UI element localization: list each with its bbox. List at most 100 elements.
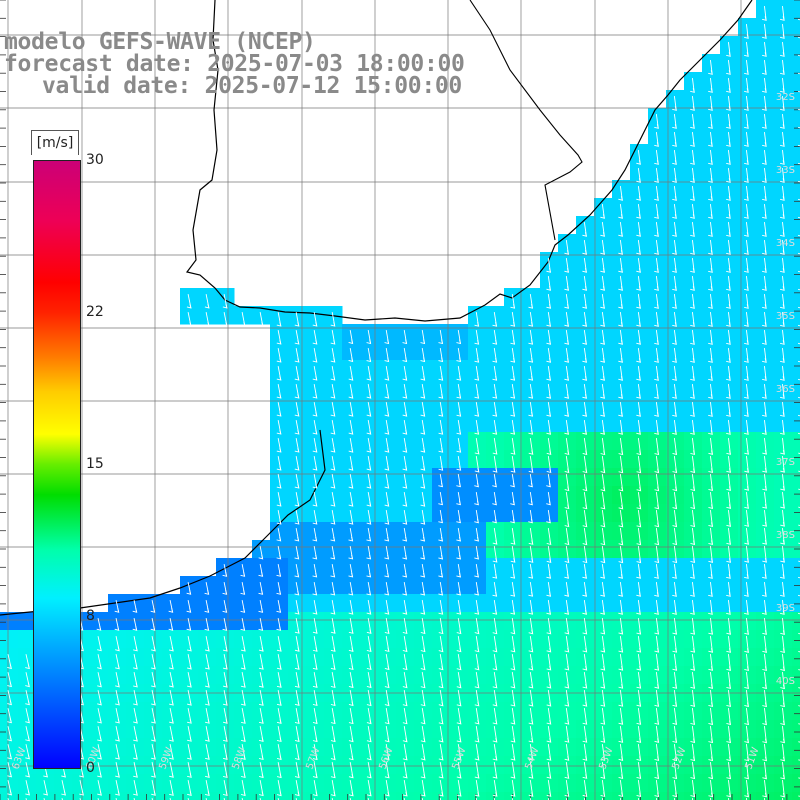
wind-cell bbox=[792, 180, 800, 199]
wind-arrow bbox=[654, 672, 660, 689]
wind-arrow bbox=[186, 618, 192, 631]
wind-arrow bbox=[690, 636, 696, 653]
wind-arrow bbox=[672, 312, 677, 327]
wind-arrow bbox=[420, 636, 426, 653]
wind-arrow bbox=[744, 653, 750, 671]
wind-arrow bbox=[438, 582, 444, 596]
wind-arrow bbox=[492, 330, 498, 345]
wind-arrow bbox=[186, 294, 192, 309]
wind-cell bbox=[288, 594, 307, 613]
wind-arrow bbox=[780, 167, 785, 183]
wind-arrows bbox=[7, 5, 800, 800]
wind-cell bbox=[378, 324, 397, 343]
wind-cell bbox=[432, 630, 451, 649]
wind-cell bbox=[432, 324, 451, 343]
wind-arrow bbox=[456, 366, 462, 381]
wind-arrow bbox=[582, 654, 588, 671]
wind-cell bbox=[594, 432, 613, 451]
wind-cell bbox=[108, 702, 127, 721]
wind-arrow bbox=[744, 779, 750, 798]
wind-arrow bbox=[690, 744, 696, 762]
wind-arrow bbox=[312, 582, 318, 596]
wind-arrow bbox=[564, 492, 570, 510]
wind-arrow bbox=[366, 330, 372, 345]
wind-arrow bbox=[780, 203, 785, 219]
wind-cell bbox=[792, 630, 800, 649]
wind-arrow bbox=[510, 528, 516, 545]
wind-cell bbox=[504, 756, 523, 775]
wind-cell bbox=[342, 504, 361, 523]
wind-arrow bbox=[726, 239, 731, 255]
wind-arrow bbox=[366, 420, 372, 435]
wind-cell bbox=[126, 720, 145, 739]
wind-arrow bbox=[474, 690, 480, 707]
wind-cell bbox=[360, 450, 379, 469]
wind-arrow bbox=[546, 330, 552, 345]
wind-cell bbox=[522, 396, 541, 415]
wind-cell bbox=[414, 378, 433, 397]
wind-cell bbox=[342, 342, 361, 361]
wind-arrow bbox=[366, 618, 372, 634]
wind-arrow bbox=[222, 654, 228, 670]
wind-cell bbox=[540, 306, 559, 325]
wind-arrow bbox=[97, 654, 102, 670]
wind-cell bbox=[396, 558, 415, 577]
wind-arrow bbox=[312, 384, 318, 399]
wind-arrow bbox=[690, 456, 696, 474]
wind-arrow bbox=[330, 654, 336, 670]
wind-cell bbox=[522, 324, 541, 343]
wind-arrow bbox=[294, 600, 300, 615]
wind-arrow bbox=[438, 762, 444, 779]
wind-cell bbox=[324, 720, 343, 739]
wind-arrow bbox=[546, 366, 552, 381]
lat-label: 34S bbox=[776, 238, 795, 249]
wind-arrow bbox=[402, 438, 408, 453]
wind-arrow bbox=[690, 690, 696, 707]
wind-cell bbox=[468, 648, 487, 667]
wind-cell bbox=[162, 594, 181, 613]
wind-cell bbox=[378, 666, 397, 685]
wind-cell bbox=[792, 342, 800, 361]
wind-arrow bbox=[294, 348, 300, 363]
wind-cell bbox=[378, 468, 397, 487]
wind-cell bbox=[360, 792, 379, 800]
lat-label: 32S bbox=[776, 92, 795, 103]
wind-arrow bbox=[312, 492, 318, 507]
wind-arrow bbox=[600, 726, 606, 743]
wind-arrow bbox=[726, 149, 731, 165]
wind-cell bbox=[540, 594, 559, 613]
wind-arrow bbox=[492, 618, 498, 635]
wind-cell bbox=[396, 504, 415, 523]
wind-arrow bbox=[366, 438, 372, 453]
wind-arrow bbox=[312, 474, 318, 489]
wind-arrow bbox=[654, 708, 660, 725]
wind-arrow bbox=[348, 762, 354, 779]
wind-cell bbox=[504, 306, 523, 325]
wind-arrow bbox=[672, 96, 677, 111]
wind-cell bbox=[270, 468, 289, 487]
wind-arrow bbox=[726, 41, 731, 57]
wind-arrow bbox=[384, 456, 390, 471]
wind-cell bbox=[792, 594, 800, 613]
wind-arrow bbox=[672, 402, 677, 417]
wind-arrow bbox=[528, 528, 534, 545]
wind-cell bbox=[360, 576, 379, 595]
wind-arrow bbox=[672, 600, 677, 615]
wind-cell bbox=[378, 612, 397, 631]
wind-cell bbox=[90, 648, 109, 667]
wind-arrow bbox=[690, 294, 695, 309]
wind-arrow bbox=[690, 762, 696, 780]
wind-arrow bbox=[438, 438, 444, 453]
wind-arrow bbox=[169, 744, 174, 760]
wind-arrow bbox=[564, 708, 570, 725]
wind-arrow bbox=[510, 348, 516, 363]
wind-arrow bbox=[546, 564, 552, 579]
wind-arrow bbox=[312, 456, 318, 471]
wind-arrow bbox=[546, 780, 552, 797]
wind-cell bbox=[144, 702, 163, 721]
wind-arrow bbox=[762, 185, 767, 201]
wind-arrow bbox=[708, 492, 714, 510]
wind-arrow bbox=[654, 222, 659, 237]
wind-cell bbox=[558, 612, 577, 631]
wind-arrow bbox=[420, 690, 426, 707]
